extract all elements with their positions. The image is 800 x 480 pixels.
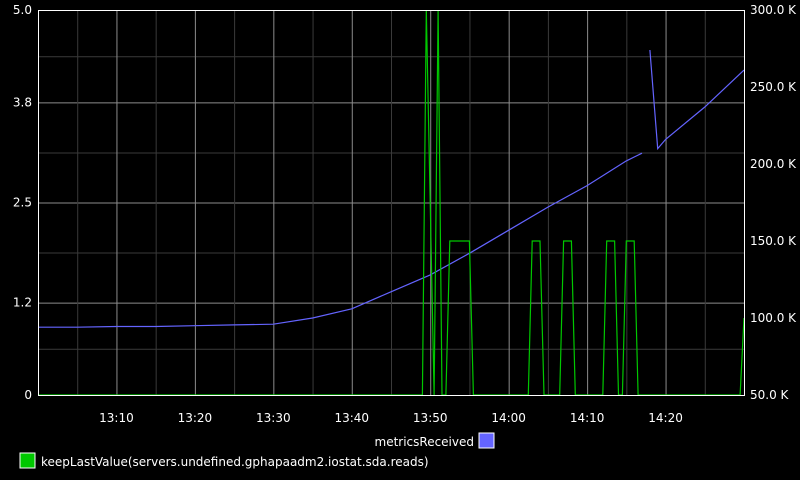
legend: metricsReceived keepLastValue(servers.un… [19,432,495,469]
legend-label-keeplastvalue: keepLastValue(servers.undefined.gphapaad… [41,455,429,469]
right-tick-label: 200.0 K [750,157,797,171]
right-axis: 50.0 K 100.0 K 150.0 K 200.0 K 250.0 K 300.0 … [750,3,797,402]
plot-frame [38,10,745,396]
left-tick-label: 0 [24,388,32,402]
x-tick-label: 13:30 [256,411,291,425]
x-tick-label: 14:20 [648,411,683,425]
left-tick-label: 5.0 [13,3,32,17]
x-tick-label: 13:20 [178,411,213,425]
x-tick-label: 14:10 [570,411,605,425]
left-axis: 0 1.2 2.5 3.8 5.0 [13,3,32,402]
right-tick-label: 150.0 K [750,234,797,248]
legend-swatch-keeplastvalue [19,452,36,469]
legend-swatch-metricsreceived [478,432,495,449]
grid [38,10,744,396]
series-line-metricsreceived [649,49,745,151]
right-tick-label: 300.0 K [750,3,797,17]
x-tick-label: 13:10 [99,411,134,425]
left-tick-label: 3.8 [13,95,32,109]
x-tick-label: 14:00 [491,411,526,425]
left-tick-label: 1.2 [13,296,32,310]
x-tick-label: 13:50 [413,411,448,425]
right-tick-label: 100.0 K [750,311,797,325]
x-tick-label: 13:40 [334,411,369,425]
right-tick-label: 50.0 K [750,388,790,402]
left-tick-label: 2.5 [13,196,32,210]
x-axis: 13:10 13:20 13:30 13:40 13:50 14:00 14:10 14:20 [99,411,683,425]
legend-label-metricsreceived: metricsReceived [375,435,475,449]
right-tick-label: 250.0 K [750,80,797,94]
series-line-metricsreceived [38,152,643,328]
